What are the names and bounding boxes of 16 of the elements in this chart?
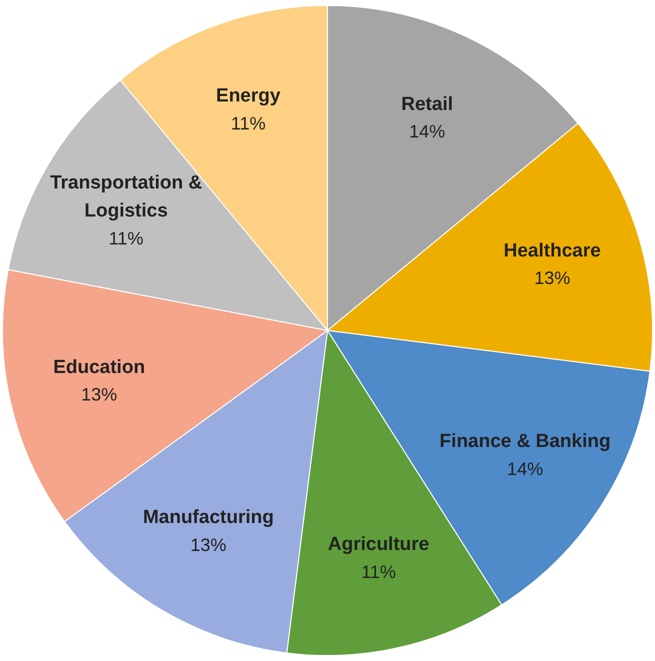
slice-label: Education — [53, 356, 146, 378]
data-label: 13% — [81, 384, 118, 405]
slice-label: Energy — [216, 86, 281, 107]
data-label: 13% — [534, 268, 570, 288]
slice-label: Transportation & Logistics — [50, 172, 202, 222]
slice-label: Healthcare — [504, 240, 601, 262]
slice-label: Agriculture — [328, 534, 430, 556]
slice-label: Manufacturing — [142, 507, 274, 528]
data-label: 14% — [507, 458, 544, 479]
data-label: 11% — [108, 228, 144, 248]
slice-label: Retail — [401, 94, 454, 116]
data-label: 11% — [361, 562, 396, 582]
data-label: 14% — [409, 122, 446, 142]
data-label: 11% — [230, 113, 266, 134]
data-label: 13% — [190, 534, 226, 555]
slice-label: Finance & Banking — [440, 431, 611, 452]
